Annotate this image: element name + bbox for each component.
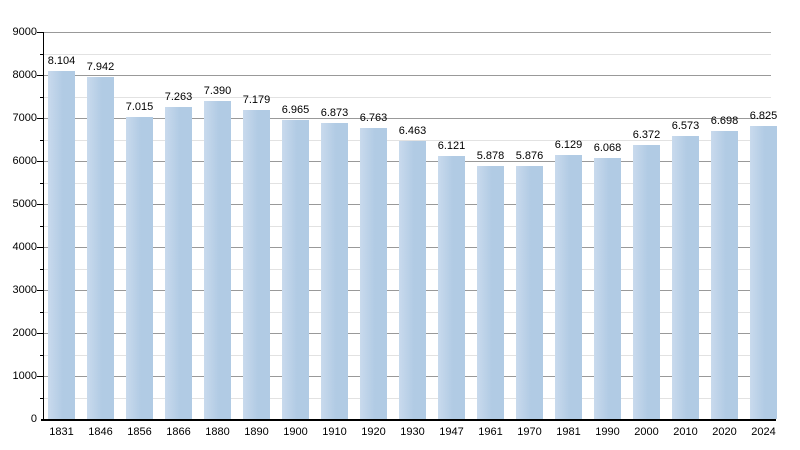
bar-value-label-1920: 6.763: [359, 112, 388, 125]
y-axis-major-tick: [37, 376, 43, 377]
major-gridline: [43, 75, 771, 76]
x-axis-tick-label-2024: 2024: [751, 426, 776, 438]
y-axis-minor-tick: [40, 354, 43, 356]
y-axis-major-tick: [37, 290, 43, 291]
y-axis-major-tick: [37, 118, 43, 119]
y-axis-minor-tick: [40, 225, 43, 227]
bar-1920: [360, 128, 387, 419]
bar-value-label-2024: 6.825: [749, 109, 778, 122]
bar-1970: [516, 166, 543, 419]
x-axis-tick-label-1910: 1910: [322, 426, 347, 438]
bar-value-label-1831: 8.104: [47, 54, 76, 67]
major-gridline: [43, 118, 771, 119]
bar-1981: [555, 155, 582, 419]
y-axis-major-tick: [37, 32, 43, 33]
y-axis-tick-label: 6000: [12, 155, 37, 167]
x-axis-tick-label-1961: 1961: [478, 426, 503, 438]
bar-value-label-1880: 7.390: [203, 85, 232, 98]
minor-gridline: [43, 139, 771, 141]
bar-value-label-1961: 5.878: [476, 150, 505, 163]
x-axis-tick-label-1831: 1831: [49, 426, 74, 438]
bar-1900: [282, 119, 309, 419]
bar-2010: [672, 136, 699, 419]
y-axis-minor-tick: [40, 311, 43, 313]
x-axis-tick-label-1970: 1970: [517, 426, 542, 438]
bar-1947: [438, 155, 465, 419]
bar-1831: [48, 70, 75, 419]
y-axis-tick-label: 0: [30, 413, 37, 425]
major-gridline: [43, 32, 771, 33]
x-axis-tick-label-1990: 1990: [595, 426, 620, 438]
bar-value-label-1970: 5.876: [515, 150, 544, 163]
bar-value-label-1947: 6.121: [437, 139, 466, 152]
y-axis-tick-label: 1000: [12, 370, 37, 382]
y-axis-tick-label: 3000: [12, 284, 37, 296]
x-axis-tick-label-2010: 2010: [673, 426, 698, 438]
bar-2020: [711, 130, 738, 419]
y-axis-minor-tick: [40, 53, 43, 55]
x-axis-tick-label-1890: 1890: [244, 426, 269, 438]
y-axis-tick-label: 9000: [12, 26, 37, 38]
y-axis-tick-label: 7000: [12, 112, 37, 124]
x-axis-tick-label-1880: 1880: [205, 426, 230, 438]
bar-value-label-1910: 6.873: [320, 107, 349, 120]
x-axis-tick-label-2020: 2020: [712, 426, 737, 438]
bar-value-label-2010: 6.573: [671, 120, 700, 133]
bar-1910: [321, 123, 348, 419]
bar-value-label-2020: 6.698: [710, 114, 739, 127]
bar-value-label-1856: 7.015: [125, 101, 154, 114]
y-axis-major-tick: [37, 333, 43, 334]
bar-value-label-1930: 6.463: [398, 125, 427, 138]
bar-2000: [633, 145, 660, 419]
y-axis-minor-tick: [40, 96, 43, 98]
bar-1866: [165, 106, 192, 419]
x-axis-tick-label-1866: 1866: [166, 426, 191, 438]
y-axis-tick-label: 5000: [12, 198, 37, 210]
y-axis-major-tick: [37, 247, 43, 248]
y-axis-minor-tick: [40, 268, 43, 270]
y-axis-tick-label: 8000: [12, 69, 37, 81]
x-axis-tick-label-1856: 1856: [127, 426, 152, 438]
x-axis-tick-label-1846: 1846: [88, 426, 113, 438]
x-axis-tick-label-1900: 1900: [283, 426, 308, 438]
x-axis-tick-label-1947: 1947: [439, 426, 464, 438]
y-axis-line: [43, 32, 44, 421]
x-axis-tick-label-1920: 1920: [361, 426, 386, 438]
bar-2024: [750, 125, 777, 419]
y-axis-major-tick: [37, 204, 43, 205]
y-axis-major-tick: [37, 161, 43, 162]
bar-1961: [477, 166, 504, 419]
bar-1856: [126, 117, 153, 419]
y-axis-tick-label: 2000: [12, 327, 37, 339]
bar-value-label-1990: 6.068: [593, 142, 622, 155]
bar-1846: [87, 77, 114, 419]
bar-1930: [399, 141, 426, 419]
x-axis-tick-label-1981: 1981: [556, 426, 581, 438]
bar-1890: [243, 110, 270, 419]
y-axis-tick-label: 4000: [12, 241, 37, 253]
y-axis-minor-tick: [40, 139, 43, 141]
y-axis-minor-tick: [40, 182, 43, 184]
bar-value-label-1981: 6.129: [554, 139, 583, 152]
x-axis-tick-label-1930: 1930: [400, 426, 425, 438]
y-axis-major-tick: [37, 75, 43, 76]
bar-value-label-1866: 7.263: [164, 90, 193, 103]
bar-value-label-1890: 7.179: [242, 94, 271, 107]
bar-value-label-1846: 7.942: [86, 61, 115, 74]
y-axis-minor-tick: [40, 397, 43, 399]
minor-gridline: [43, 96, 771, 98]
x-axis-tick-label-2000: 2000: [634, 426, 659, 438]
bar-1880: [204, 101, 231, 419]
minor-gridline: [43, 53, 771, 55]
bar-value-label-1900: 6.965: [281, 103, 310, 116]
bar-value-label-2000: 6.372: [632, 129, 661, 141]
bar-1990: [594, 158, 621, 419]
x-axis-line: [41, 419, 776, 421]
